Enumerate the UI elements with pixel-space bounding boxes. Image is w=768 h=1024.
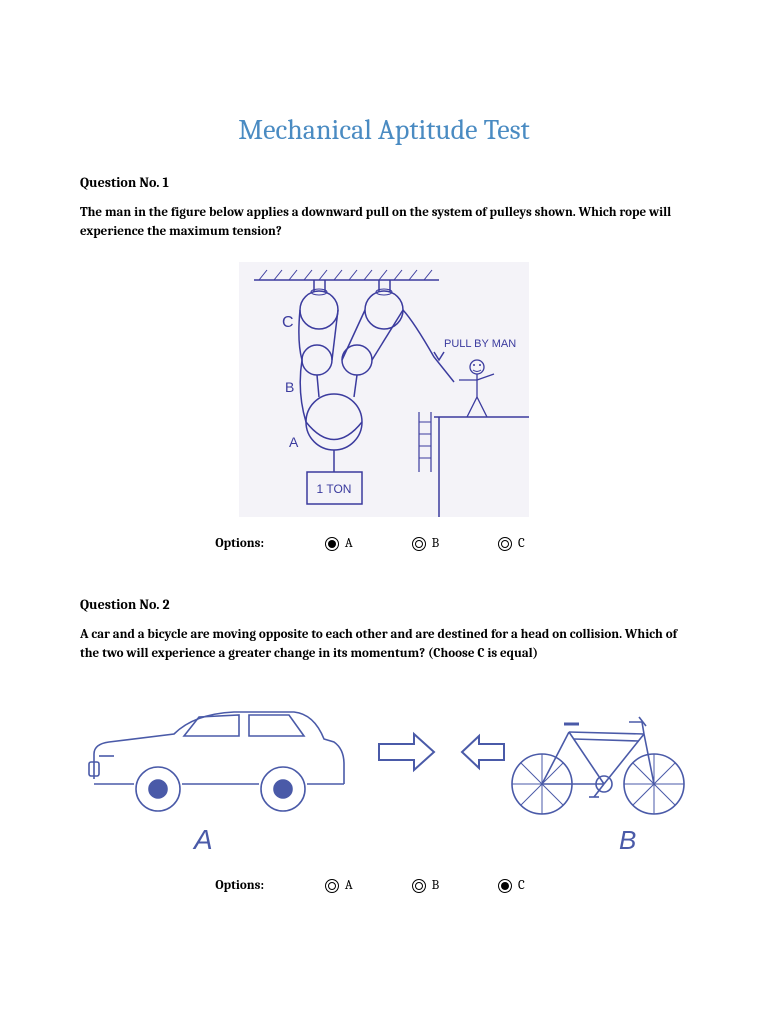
q1-options-label: Options:	[215, 536, 264, 551]
q2-optC-label: C	[518, 878, 525, 893]
q2-option-c[interactable]: C	[498, 878, 525, 893]
radio-icon	[498, 537, 512, 551]
q1-figure: 1 TON C B A PULL BY MAN	[80, 262, 688, 521]
q2-optB-label: B	[432, 878, 440, 893]
q2-label-b: B	[619, 825, 636, 855]
q2-text: A car and a bicycle are moving opposite …	[80, 625, 688, 664]
q1-optA-label: A	[345, 536, 353, 551]
q1-optB-label: B	[432, 536, 440, 551]
q1-label-c: C	[282, 314, 294, 331]
q2-header: Question No. 2	[80, 596, 688, 613]
radio-icon	[498, 879, 512, 893]
q1-option-c[interactable]: C	[498, 536, 525, 551]
q1-annot: PULL BY MAN	[444, 338, 516, 350]
q1-option-b[interactable]: B	[412, 536, 440, 551]
q1-option-a[interactable]: A	[325, 536, 353, 551]
radio-icon	[325, 879, 339, 893]
q1-label-a: A	[289, 434, 299, 450]
q1-box-label: 1 TON	[317, 482, 352, 496]
q2-options-label: Options:	[215, 878, 264, 893]
q1-options: Options: A B C	[80, 536, 688, 551]
q2-option-b[interactable]: B	[412, 878, 440, 893]
q1-optC-label: C	[518, 536, 525, 551]
q2-option-a[interactable]: A	[325, 878, 353, 893]
radio-icon	[412, 537, 426, 551]
radio-icon	[412, 879, 426, 893]
q2-figure: A	[60, 684, 708, 863]
q1-header: Question No. 1	[80, 174, 688, 191]
q1-label-b: B	[285, 379, 294, 395]
q2-options: Options: A B C	[80, 878, 688, 893]
radio-icon	[325, 537, 339, 551]
q2-label-a: A	[192, 824, 213, 855]
q1-text: The man in the figure below applies a do…	[80, 203, 688, 242]
q2-optA-label: A	[345, 878, 353, 893]
page-title: Mechanical Aptitude Test	[80, 114, 688, 146]
